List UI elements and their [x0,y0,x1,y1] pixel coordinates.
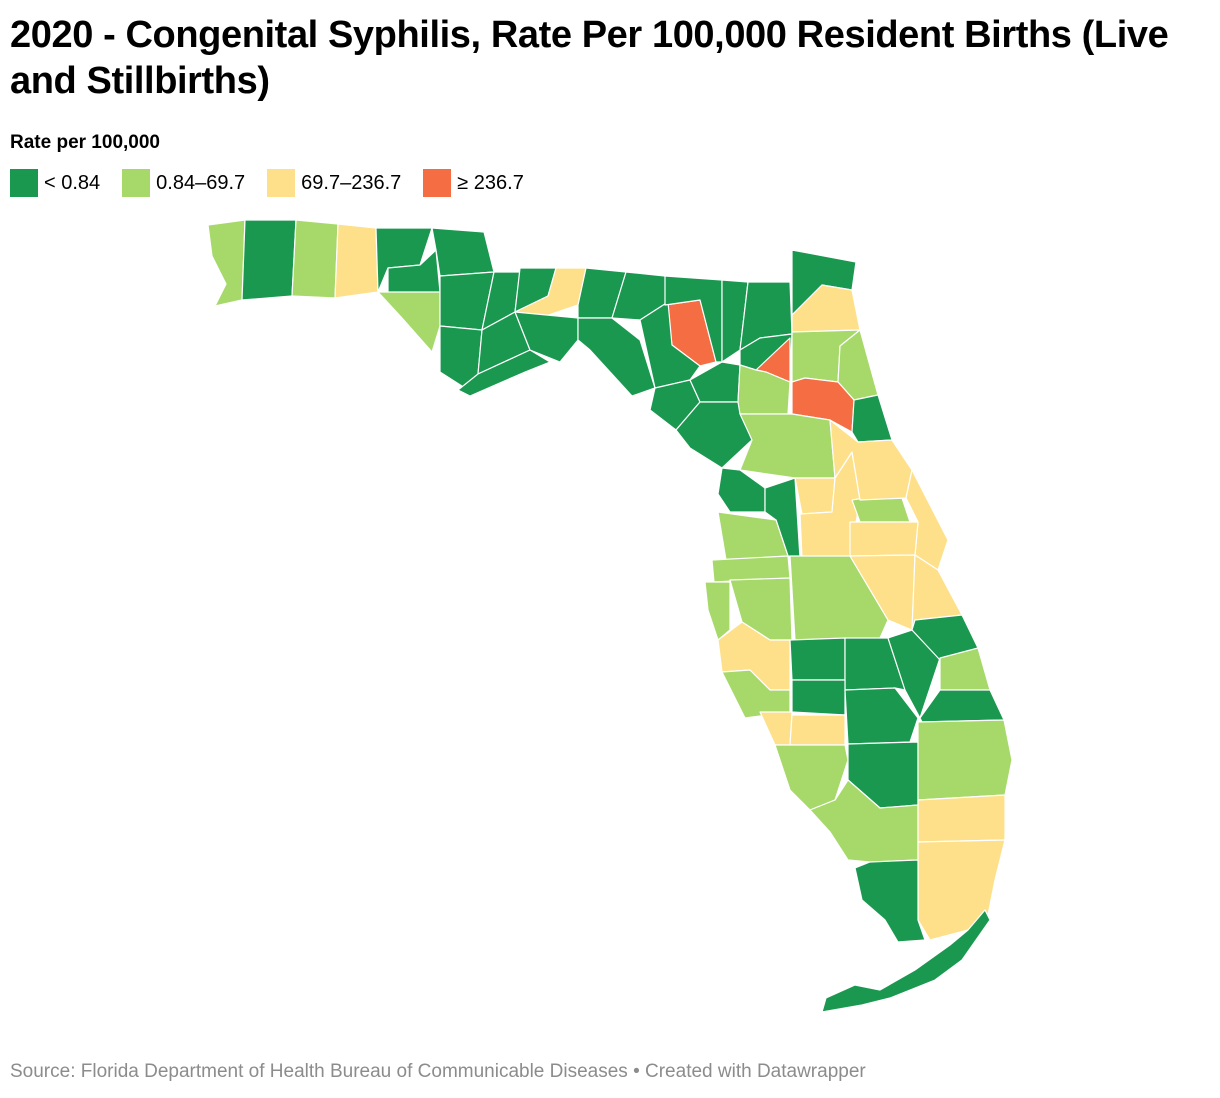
legend-swatch-high [423,169,452,197]
county-region[interactable] [759,711,793,746]
county-region[interactable] [431,227,495,277]
county-region[interactable] [919,689,1005,723]
legend-swatch-medium [267,169,296,197]
legend-label-high: ≥ 236.7 [457,171,524,194]
county-region[interactable] [334,223,379,299]
county-region[interactable] [789,555,889,641]
county-region[interactable] [377,291,441,353]
county-region[interactable] [739,413,836,479]
county-region[interactable] [717,467,766,513]
source-note: Source: Florida Department of Health Bur… [10,1061,866,1082]
legend-item-lowest: < 0.84 [10,169,100,197]
county-region[interactable] [291,219,339,299]
county-region[interactable] [789,637,846,681]
legend-item-high: ≥ 236.7 [423,169,524,197]
legend: < 0.84 0.84–69.7 69.7–236.7 ≥ 236.7 [10,168,546,198]
county-region[interactable] [844,687,919,745]
legend-label-medium: 69.7–236.7 [301,171,402,194]
county-region[interactable] [577,317,656,397]
county-region[interactable] [854,859,926,943]
county-region[interactable] [849,521,919,557]
county-region[interactable] [241,219,297,301]
county-region[interactable] [917,839,1006,941]
chart-title: 2020 - Congenital Syphilis, Rate Per 100… [10,14,1169,102]
county-region[interactable] [207,219,246,307]
legend-item-low: 0.84–69.7 [122,169,245,197]
county-region[interactable] [887,629,941,719]
legend-title: Rate per 100,000 [10,132,160,153]
legend-label-low: 0.84–69.7 [156,171,246,194]
county-region[interactable] [789,714,846,746]
legend-item-medium: 69.7–236.7 [267,169,401,197]
county-region[interactable] [821,909,991,1013]
county-region[interactable] [704,581,731,641]
florida-county-map [207,219,1013,1013]
county-region[interactable] [387,249,441,295]
legend-swatch-lowest [10,169,38,197]
county-region[interactable] [791,284,861,333]
county-region[interactable] [917,719,1013,801]
county-region[interactable] [737,364,791,415]
county-region[interactable] [851,394,893,443]
legend-swatch-low [122,169,151,197]
county-region[interactable] [917,794,1006,843]
county-region[interactable] [794,477,836,515]
county-region[interactable] [791,679,846,716]
county-region[interactable] [721,669,791,719]
legend-label-lowest: < 0.84 [44,171,101,194]
county-region[interactable] [514,311,579,363]
